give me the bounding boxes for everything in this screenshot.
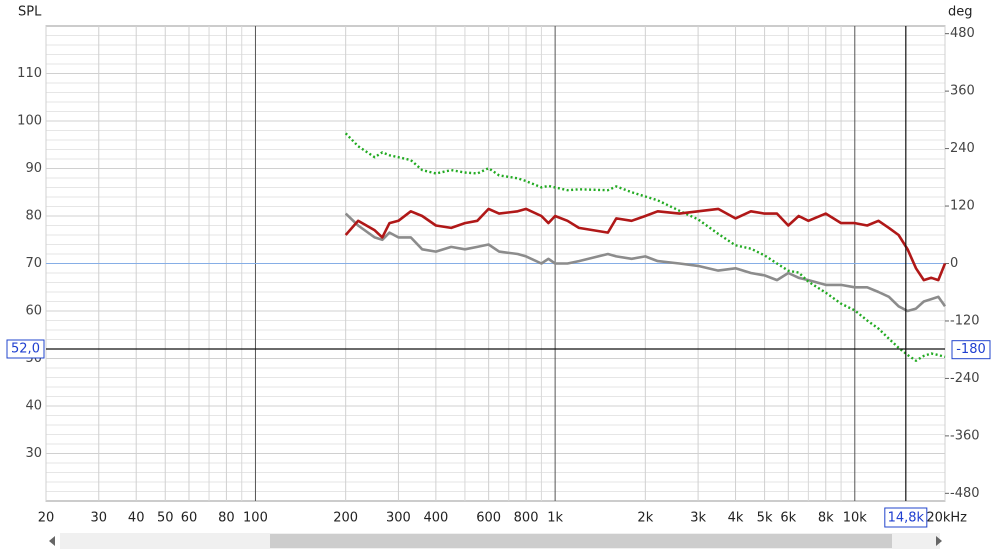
y2-tick-label: 360 [950, 84, 975, 99]
series-line [344, 207, 947, 282]
scroll-left[interactable] [49, 536, 55, 546]
cursor-y2-label: -180 [956, 342, 986, 357]
x-tick-label: 6k [780, 511, 796, 526]
x-tick-label: 40 [128, 511, 145, 526]
x-tick-label: 600 [476, 511, 501, 526]
y2-tick-label: 0 [950, 256, 958, 271]
scroll-right[interactable] [936, 536, 942, 546]
y2-axis-label: deg [948, 5, 973, 20]
x-tick-label: 400 [423, 511, 448, 526]
y-tick-label: 110 [17, 66, 42, 81]
cursor-box [884, 507, 928, 528]
y-tick-label: 90 [25, 161, 42, 176]
y-tick-label: 80 [25, 209, 42, 224]
x-tick-label: 100 [243, 511, 268, 526]
scroll-thumb[interactable] [270, 534, 892, 548]
x-tick-label: 20kHz [926, 511, 967, 526]
cursor-y-label: 52,0 [11, 342, 40, 357]
x-tick-label: 50 [157, 511, 174, 526]
x-tick-label: 300 [386, 511, 411, 526]
x-tick-label: 5k [757, 511, 773, 526]
y-tick-label: 60 [25, 304, 42, 319]
y2-tick-label: -480 [950, 486, 980, 501]
x-tick-label: 4k [728, 511, 744, 526]
y-axis-label: SPL [18, 5, 42, 20]
cursor-x-label: 14,8k [888, 511, 925, 526]
series-line [344, 212, 947, 313]
x-tick-label: 2k [637, 511, 653, 526]
cursor-box [951, 340, 991, 360]
x-tick-label: 800 [514, 511, 539, 526]
x-tick-label: 1k [547, 511, 563, 526]
x-tick-label: 8k [818, 511, 834, 526]
x-tick-label: 200 [333, 511, 358, 526]
y-tick-label: 30 [25, 446, 42, 461]
y2-tick-label: 240 [950, 141, 975, 156]
scrollbar[interactable] [49, 533, 942, 549]
cursor-box [6, 339, 45, 359]
x-tick-label: 3k [690, 511, 706, 526]
x-tick-label: 60 [181, 511, 198, 526]
y2-tick-label: 480 [950, 26, 975, 41]
y2-tick-label: -240 [950, 371, 980, 386]
y-tick-label: 100 [17, 114, 42, 129]
grid [45, 26, 946, 501]
y-tick-label: 40 [25, 399, 42, 414]
x-tick-label: 80 [218, 511, 235, 526]
x-tick-label: 10k [843, 511, 868, 526]
y2-tick-label: -120 [950, 313, 980, 328]
series-line [344, 132, 946, 362]
y-tick-label: 70 [25, 256, 42, 271]
y2-tick-label: 120 [950, 199, 975, 214]
y2-tick-label: -360 [950, 428, 980, 443]
x-tick-label: 20 [38, 511, 55, 526]
x-tick-label: 30 [90, 511, 107, 526]
